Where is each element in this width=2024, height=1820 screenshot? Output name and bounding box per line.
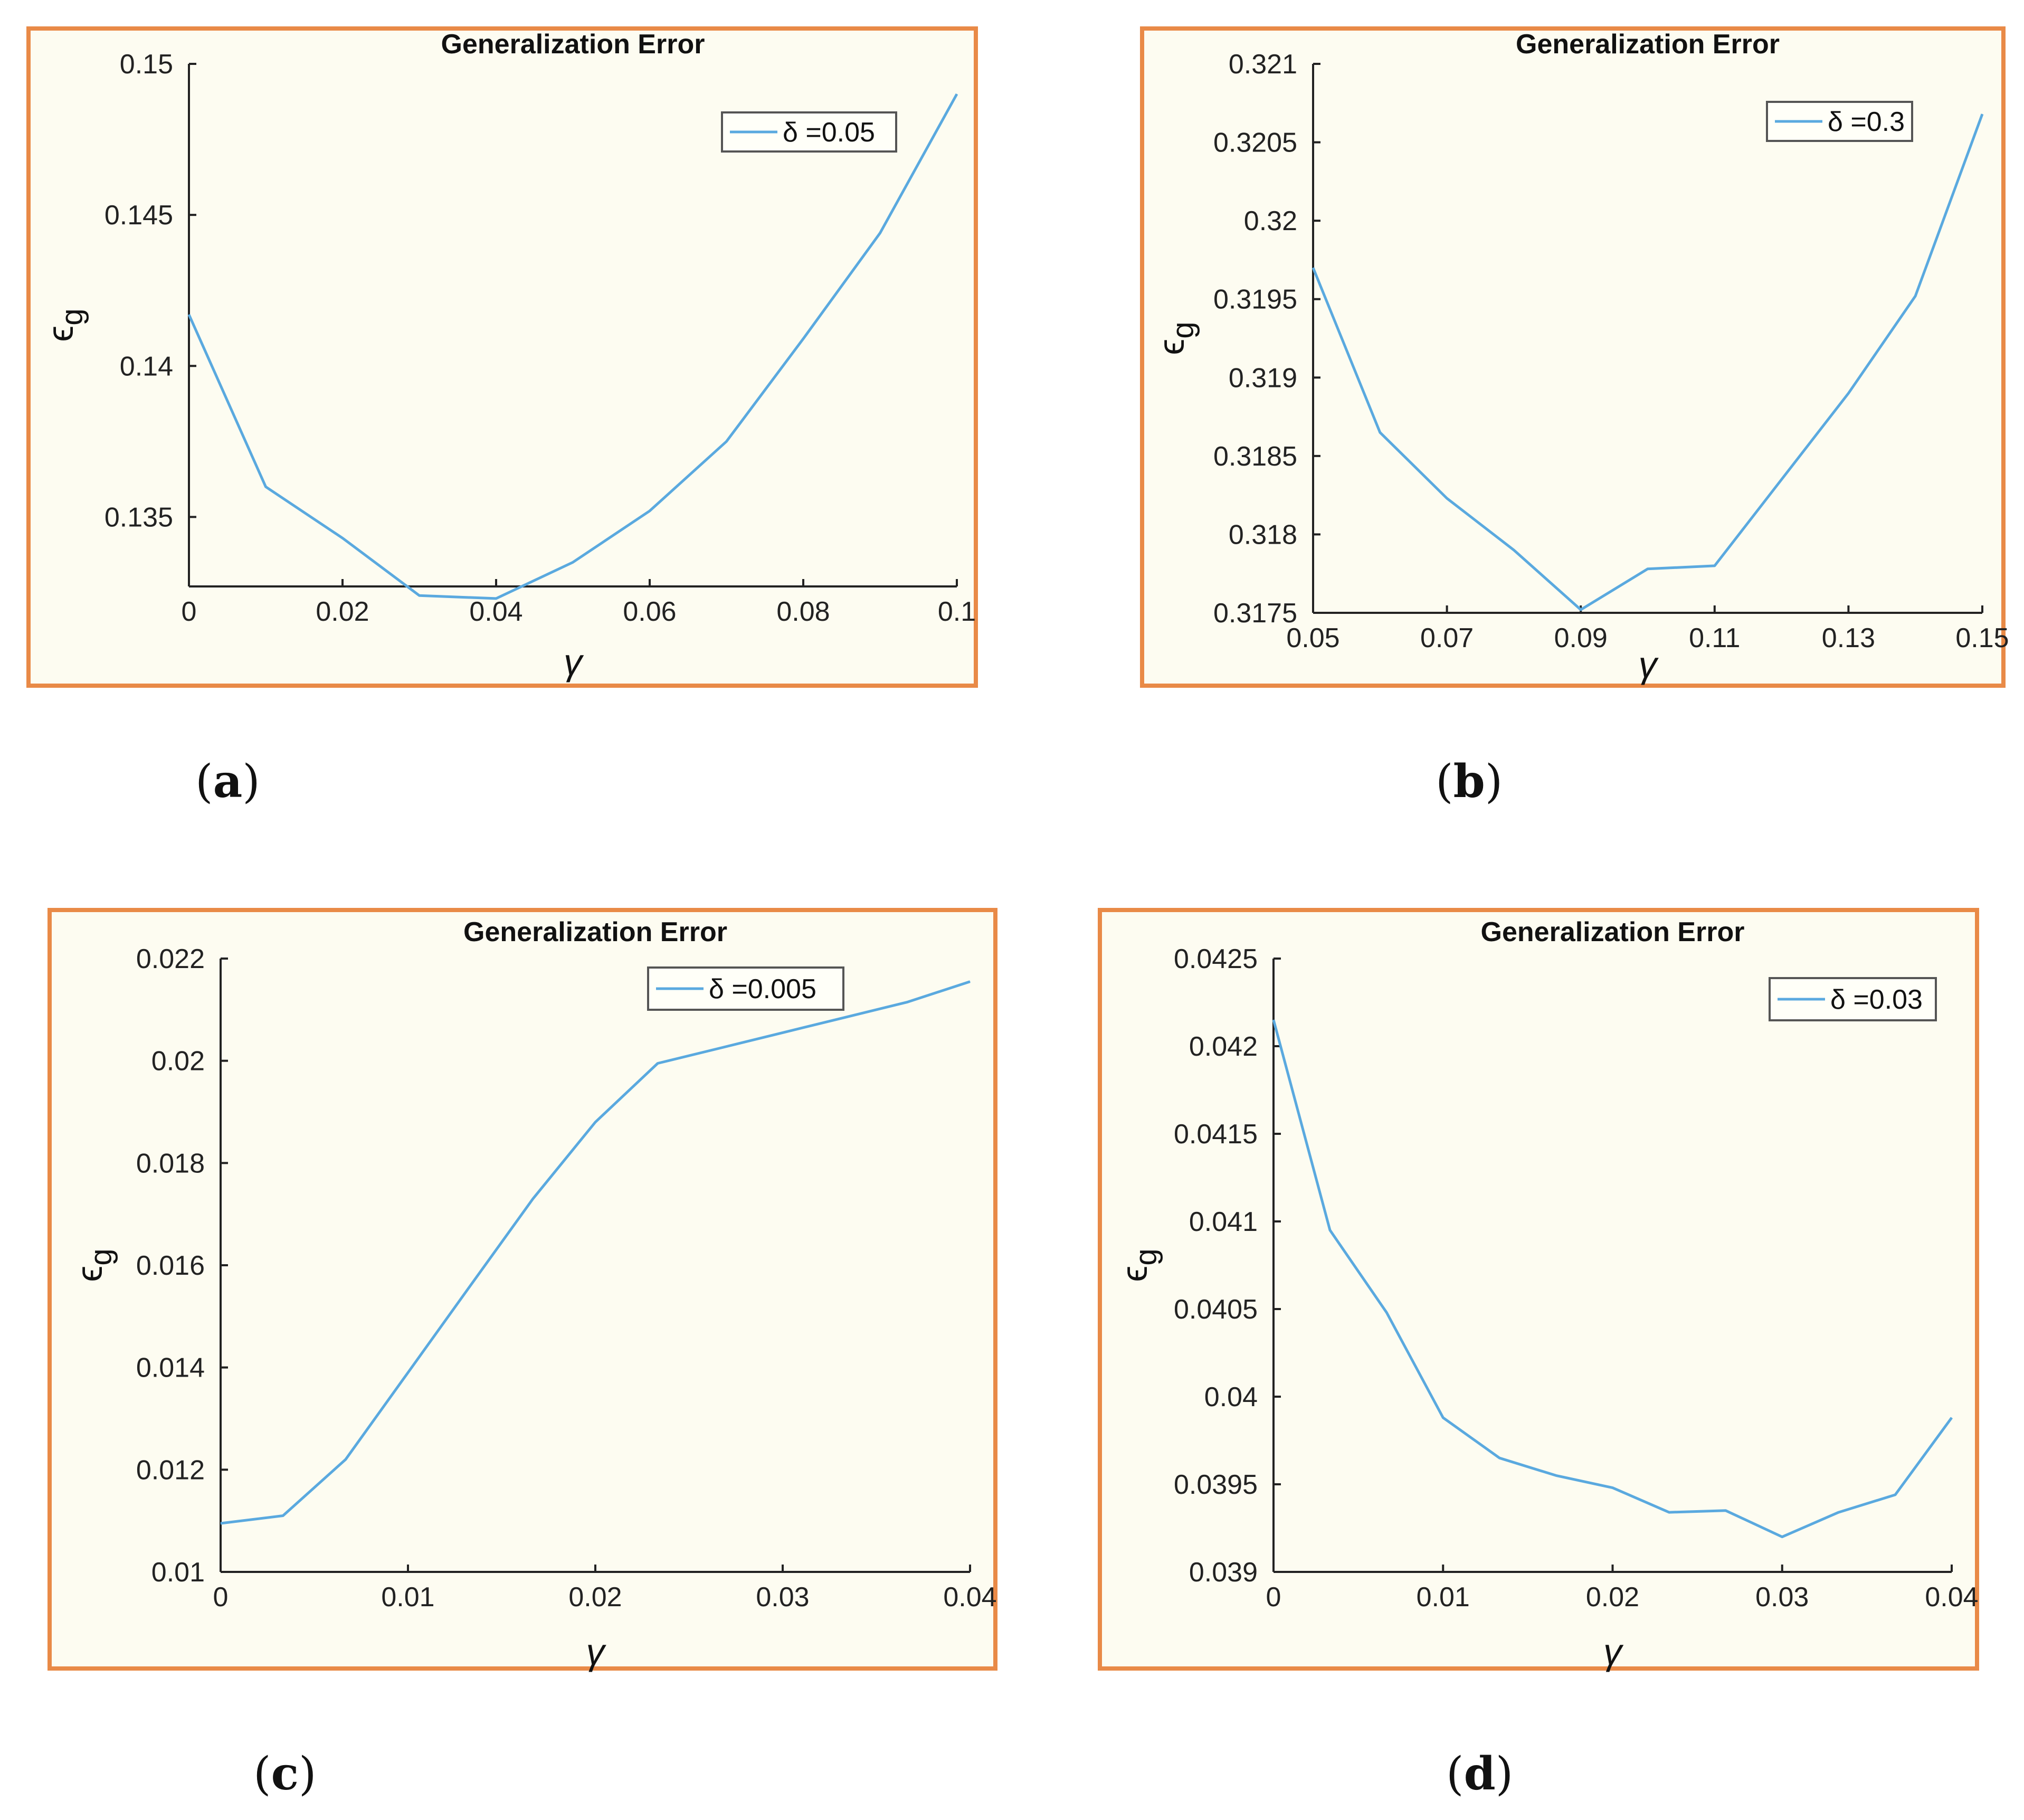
x-tick-label: 0.08 bbox=[776, 596, 830, 627]
x-tick-label: 0.09 bbox=[1554, 623, 1608, 653]
chart-svg: Generalization Error 0 0.01 0.02 0.03 0.04 0.0… bbox=[69, 917, 997, 1672]
y-tick-label: 0.042 bbox=[1189, 1031, 1258, 1062]
y-axis-label: ϵg bbox=[1151, 321, 1200, 355]
x-tick-label: 0.07 bbox=[1420, 623, 1474, 653]
legend-label: δ =0.005 bbox=[709, 974, 816, 1004]
y-axis-label: ϵg bbox=[1114, 1248, 1163, 1282]
series-line bbox=[187, 93, 958, 600]
x-tick-label: 0.02 bbox=[1586, 1582, 1639, 1613]
y-tick-label: 0.3175 bbox=[1213, 598, 1297, 629]
caption-c: (c) bbox=[253, 1747, 317, 1800]
x-tick-label: 0.06 bbox=[623, 596, 676, 627]
y-tick-label: 0.145 bbox=[104, 200, 173, 231]
y-tick-label: 0.018 bbox=[136, 1148, 205, 1179]
chart-panel-b: Generalization Error 0.05 0.07 0.09 0.11 0.13… bbox=[1140, 26, 2009, 688]
data-point bbox=[1982, 113, 1983, 115]
y-axis-label: ϵg bbox=[40, 308, 89, 342]
data-point bbox=[1838, 1512, 1839, 1513]
data-point bbox=[1612, 1487, 1613, 1489]
x-tick-label: 0.01 bbox=[381, 1582, 434, 1613]
x-tick-label: 0.15 bbox=[1955, 623, 2009, 653]
series-line bbox=[1272, 1019, 1953, 1539]
y-tick-label: 0.02 bbox=[151, 1046, 205, 1077]
x-tick-label: 0.01 bbox=[1417, 1582, 1470, 1613]
legend-label: δ =0.3 bbox=[1828, 107, 1905, 137]
x-tick-label: 0.03 bbox=[756, 1582, 809, 1613]
chart-svg: Generalization Error 0 0.01 0.02 0.03 0.04 0.0… bbox=[1114, 917, 1979, 1672]
x-tick-label: 0.11 bbox=[1689, 623, 1740, 653]
y-tick-label: 0.0415 bbox=[1174, 1119, 1258, 1150]
x-tick-label: 0 bbox=[213, 1582, 229, 1613]
chart-title: Generalization Error bbox=[1481, 917, 1745, 947]
data-point bbox=[803, 338, 804, 339]
x-axis-label: γ bbox=[1603, 1631, 1624, 1672]
caption-d: (d) bbox=[1446, 1747, 1514, 1800]
x-tick-label: 0.02 bbox=[316, 596, 369, 627]
x-tick-label: 0.13 bbox=[1822, 623, 1875, 653]
data-point bbox=[1725, 1510, 1726, 1511]
x-tick-label: 0.02 bbox=[568, 1582, 622, 1613]
legend-label: δ =0.05 bbox=[783, 117, 875, 148]
y-tick-label: 0.022 bbox=[136, 944, 205, 974]
y-tick-label: 0.016 bbox=[136, 1250, 205, 1281]
series-line bbox=[1312, 113, 1984, 611]
x-tick-label: 0 bbox=[182, 596, 197, 627]
caption-a: (a) bbox=[195, 755, 260, 808]
data-point bbox=[1895, 1494, 1896, 1495]
series-line bbox=[220, 980, 971, 1525]
data-point bbox=[419, 595, 420, 596]
y-tick-label: 0.01 bbox=[151, 1557, 205, 1588]
x-axis-label: γ bbox=[1639, 644, 1659, 685]
chart-title: Generalization Error bbox=[1516, 31, 1780, 60]
x-tick-label: 0.04 bbox=[943, 1582, 996, 1613]
chart-title: Generalization Error bbox=[441, 31, 705, 60]
legend-label: δ =0.03 bbox=[1830, 984, 1923, 1015]
data-point bbox=[470, 1285, 471, 1286]
y-tick-label: 0.0395 bbox=[1174, 1470, 1258, 1500]
y-tick-label: 0.14 bbox=[120, 351, 173, 382]
chart-title: Generalization Error bbox=[463, 917, 727, 947]
y-tick-label: 0.014 bbox=[136, 1353, 205, 1383]
y-tick-label: 0.15 bbox=[120, 49, 173, 80]
x-tick-label: 0.03 bbox=[1755, 1582, 1809, 1613]
y-tick-label: 0.3195 bbox=[1213, 285, 1297, 315]
data-point bbox=[1714, 565, 1715, 566]
y-tick-label: 0.0405 bbox=[1174, 1294, 1258, 1325]
x-tick-label: 0 bbox=[1266, 1582, 1281, 1613]
caption-b: (b) bbox=[1436, 755, 1503, 808]
data-point bbox=[1781, 479, 1782, 480]
y-tick-label: 0.321 bbox=[1229, 49, 1297, 80]
y-tick-label: 0.318 bbox=[1229, 519, 1297, 550]
x-tick-label: 0.1 bbox=[938, 596, 976, 627]
y-tick-label: 0.04 bbox=[1204, 1382, 1258, 1413]
x-tick-label: 0.04 bbox=[1925, 1582, 1978, 1613]
chart-panel-d: Generalization Error 0 0.01 0.02 0.03 0.04 0.0… bbox=[1098, 908, 1979, 1672]
y-tick-label: 0.3205 bbox=[1213, 128, 1297, 158]
chart-panel-a: Generalization Error 0 0.02 0.04 0.06 0.08 0.1… bbox=[26, 26, 978, 688]
y-tick-label: 0.039 bbox=[1189, 1557, 1258, 1588]
x-axis-label: γ bbox=[564, 641, 584, 683]
y-tick-label: 0.32 bbox=[1244, 206, 1297, 236]
data-point bbox=[970, 981, 971, 982]
y-tick-label: 0.0425 bbox=[1174, 944, 1258, 974]
x-tick-label: 0.05 bbox=[1286, 623, 1339, 653]
y-tick-label: 0.135 bbox=[104, 502, 173, 533]
y-axis-label: ϵg bbox=[69, 1248, 118, 1282]
chart-panel-c: Generalization Error 0 0.01 0.02 0.03 0.04 0.0… bbox=[47, 908, 997, 1672]
x-axis-label: γ bbox=[586, 1631, 607, 1672]
y-tick-label: 0.041 bbox=[1189, 1207, 1258, 1237]
y-tick-label: 0.3185 bbox=[1213, 441, 1297, 472]
data-point bbox=[1848, 393, 1849, 394]
x-tick-label: 0.04 bbox=[469, 596, 522, 627]
data-point bbox=[1386, 1312, 1387, 1313]
y-tick-label: 0.012 bbox=[136, 1455, 205, 1485]
data-point bbox=[726, 441, 727, 442]
data-point bbox=[496, 598, 497, 599]
chart-svg: Generalization Error 0 0.02 0.04 0.06 0.08 0.1… bbox=[40, 31, 976, 683]
y-tick-label: 0.319 bbox=[1229, 363, 1297, 393]
chart-svg: Generalization Error 0.05 0.07 0.09 0.11 0.13… bbox=[1151, 31, 2009, 685]
